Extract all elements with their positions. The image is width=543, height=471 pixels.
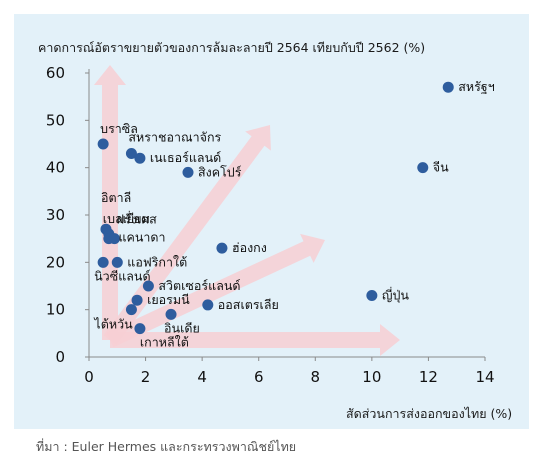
point-label: ออสเตรเลีย xyxy=(218,297,279,312)
arrow-diagonal-mid xyxy=(106,233,325,348)
x-tick-label: 8 xyxy=(311,368,321,386)
data-point xyxy=(142,280,154,292)
data-point xyxy=(125,304,137,316)
data-point xyxy=(111,256,123,268)
data-points xyxy=(97,81,454,335)
point-label: ญี่ปุ่น xyxy=(382,286,410,303)
x-tick-label: 0 xyxy=(84,368,94,386)
point-label: อินเดีย xyxy=(164,320,200,335)
point-labels: สหรัฐฯจีนญี่ปุ่น บราซิลสหราชอาณาจักรเนเธอ… xyxy=(93,79,494,349)
data-point xyxy=(165,308,177,320)
point-label: ฝรั่งเศส xyxy=(117,211,157,227)
point-label: เยอรมนี xyxy=(147,292,190,307)
arrow-up xyxy=(94,65,126,340)
point-label: แคนาดา xyxy=(118,230,165,245)
x-tick-label: 2 xyxy=(141,368,151,386)
point-label: ไต้หวัน xyxy=(93,317,133,332)
data-point xyxy=(182,166,194,178)
y-tick-label: 0 xyxy=(55,348,65,366)
source-note: ที่มา : Euler Hermes และกระทรวงพาณิชย์ไท… xyxy=(36,439,297,454)
point-label: บราซิล xyxy=(100,121,138,136)
y-tick-label: 40 xyxy=(46,159,65,177)
point-label: สิงคโปร์ xyxy=(198,164,242,179)
x-tick-label: 10 xyxy=(362,368,381,386)
point-label: จีน xyxy=(433,160,449,175)
point-label: สวิตเซอร์แลนด์ xyxy=(158,278,240,293)
x-tick-label: 4 xyxy=(197,368,207,386)
x-tick-label: 12 xyxy=(419,368,438,386)
data-point xyxy=(202,299,214,311)
x-axis-title: สัดส่วนการส่งออกของไทย (%) xyxy=(346,406,513,421)
x-tick-label: 6 xyxy=(254,368,264,386)
point-label: เนเธอร์แลนด์ xyxy=(150,150,221,165)
y-tick-label: 50 xyxy=(46,111,65,129)
y-axis-title: คาดการณ์อัตราขยายตัวของการล้มละลายปี 256… xyxy=(38,40,426,55)
data-point xyxy=(442,81,454,93)
y-tick-label: 10 xyxy=(46,301,65,319)
data-point xyxy=(417,162,429,174)
data-point xyxy=(134,152,146,164)
arrow-right xyxy=(110,324,400,356)
data-point xyxy=(108,233,120,245)
data-point xyxy=(216,242,228,254)
y-tick-label: 20 xyxy=(46,253,65,271)
point-label: เกาหลีใต้ xyxy=(140,335,189,350)
data-point xyxy=(97,256,109,268)
point-label: ฮ่องกง xyxy=(232,240,267,255)
data-point xyxy=(366,289,378,301)
y-tick-label: 30 xyxy=(46,206,65,224)
point-label: นิวซีแลนด์ xyxy=(94,268,150,283)
data-point xyxy=(131,294,143,306)
point-label: อิตาลี xyxy=(101,190,131,205)
x-tick-label: 14 xyxy=(475,368,494,386)
point-label: สหราชอาณาจักร xyxy=(128,129,221,144)
point-label: เบลเยียม xyxy=(103,211,150,226)
point-label: สหรัฐฯ xyxy=(458,79,495,94)
data-point xyxy=(134,323,146,335)
point-label: แอฟริกาใต้ xyxy=(127,254,187,269)
data-point xyxy=(97,138,109,150)
data-point xyxy=(125,147,137,159)
y-tick-label: 60 xyxy=(46,64,65,82)
axes: 0 2 4 6 8 10 12 14 0 10 20 30 40 50 60 xyxy=(46,64,495,386)
